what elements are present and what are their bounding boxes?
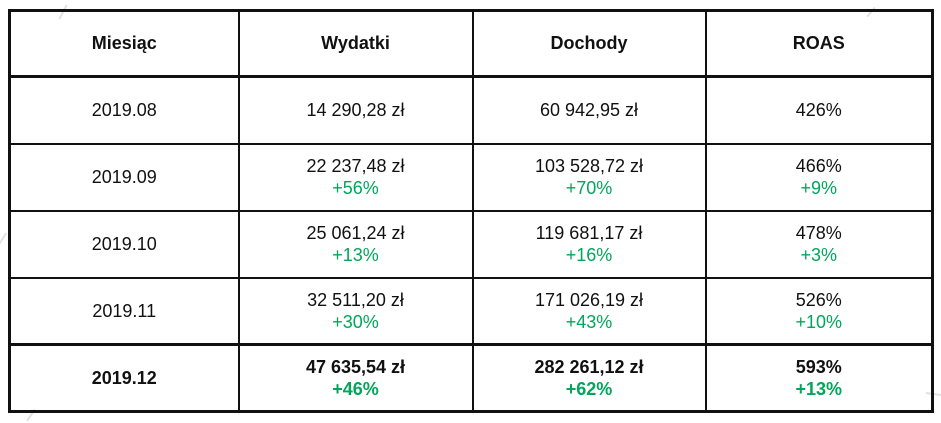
background-artifact (0, 232, 7, 244)
dochody-cell: 60 942,95 zł (471, 75, 707, 145)
month-cell: 2019.10 (8, 209, 240, 279)
month-cell: 2019.08 (8, 75, 240, 145)
month-cell: 2019.11 (8, 276, 240, 346)
roas-cell: 593% +13% (704, 343, 934, 413)
wydatki-cell: 47 635,54 zł +46% (237, 343, 474, 413)
month-cell: 2019.12 (8, 343, 240, 413)
dochody-cell: 282 261,12 zł +62% (471, 343, 707, 413)
roas-change: +10% (795, 311, 843, 332)
dochody-cell: 171 026,19 zł +43% (471, 276, 707, 346)
roas-cell: 526% +10% (704, 276, 934, 346)
dochody-change: +16% (565, 245, 613, 265)
wydatki-value: 32 511,20 zł (307, 289, 404, 310)
wydatki-change: +30% (332, 311, 379, 332)
column-header-wydatki: Wydatki (237, 9, 474, 78)
monthly-performance-table: Miesiąc Wydatki Dochody ROAS 2019.08 14 … (8, 9, 934, 413)
table-row-total: 2019.12 47 635,54 zł +46% 282 261,12 zł … (8, 343, 934, 413)
month-label: 2019.09 (91, 167, 157, 187)
dochody-value: 60 942,95 zł (539, 100, 639, 121)
table-row: 2019.08 14 290,28 zł 60 942,95 zł 426% (8, 75, 934, 145)
roas-cell: 478% +3% (704, 209, 934, 279)
wydatki-value: 25 061,24 zł (306, 223, 405, 243)
dochody-cell: 103 528,72 zł +70% (471, 142, 707, 212)
roas-cell: 426% (704, 75, 934, 145)
month-label: 2019.10 (91, 234, 157, 254)
column-header-miesiac: Miesiąc (8, 9, 240, 78)
dochody-value: 103 528,72 zł (534, 156, 644, 176)
dochody-change: +62% (565, 379, 613, 399)
wydatki-cell: 32 511,20 zł +30% (237, 276, 474, 346)
dochody-value: 119 681,17 zł (535, 223, 643, 243)
wydatki-cell: 14 290,28 zł (237, 75, 474, 145)
wydatki-cell: 25 061,24 zł +13% (237, 209, 474, 279)
wydatki-change: +56% (332, 178, 379, 198)
wydatki-value: 22 237,48 zł (306, 156, 405, 176)
wydatki-change: +13% (332, 245, 379, 265)
month-label: 2019.11 (92, 300, 157, 321)
roas-value: 593% (795, 357, 842, 377)
column-header-dochody: Dochody (471, 9, 707, 78)
wydatki-cell: 22 237,48 zł +56% (237, 142, 474, 212)
dochody-change: +43% (565, 311, 613, 332)
roas-value: 526% (795, 289, 842, 310)
table-row: 2019.11 32 511,20 zł +30% 171 026,19 zł … (8, 276, 934, 346)
roas-change: +13% (795, 379, 843, 399)
month-label: 2019.12 (91, 368, 157, 388)
month-cell: 2019.09 (8, 142, 240, 212)
table-row: 2019.09 22 237,48 zł +56% 103 528,72 zł … (8, 142, 934, 212)
wydatki-value: 47 635,54 zł (305, 357, 406, 377)
month-label: 2019.08 (91, 100, 157, 121)
roas-value: 426% (795, 100, 842, 121)
dochody-value: 282 261,12 zł (534, 357, 644, 377)
column-header-roas: ROAS (704, 9, 934, 78)
wydatki-value: 14 290,28 zł (306, 100, 405, 121)
table-row: 2019.10 25 061,24 zł +13% 119 681,17 zł … (8, 209, 934, 279)
header-row: Miesiąc Wydatki Dochody ROAS (8, 9, 934, 78)
roas-change: +3% (800, 245, 838, 265)
dochody-cell: 119 681,17 zł +16% (471, 209, 707, 279)
roas-cell: 466% +9% (704, 142, 934, 212)
dochody-value: 171 026,19 zł (534, 289, 644, 310)
wydatki-change: +46% (332, 379, 379, 399)
roas-change: +9% (800, 178, 838, 198)
dochody-change: +70% (565, 178, 613, 198)
roas-value: 478% (795, 223, 842, 243)
roas-value: 466% (795, 156, 842, 176)
